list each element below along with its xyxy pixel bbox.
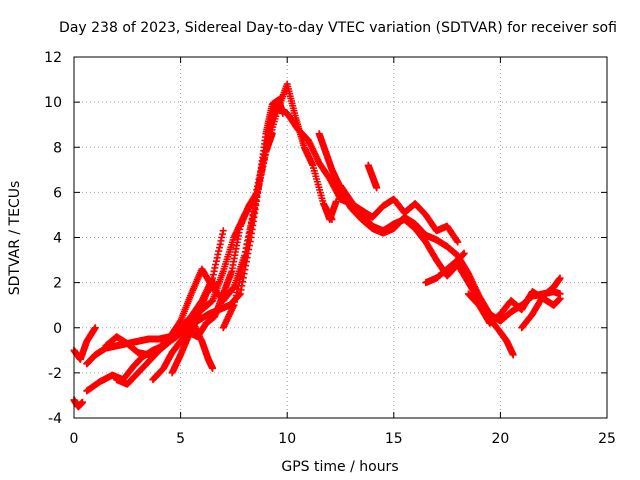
sat-trace-16 [464, 288, 564, 327]
sat-trace-12 [322, 197, 340, 223]
y-tick-label: 0 [53, 321, 62, 337]
sat-trace-13 [337, 182, 517, 359]
data-point [91, 324, 99, 332]
y-tick-label: 8 [53, 140, 62, 156]
data-point [556, 294, 564, 302]
y-tick-label: 6 [53, 185, 62, 201]
y-tick-label: -2 [48, 366, 62, 382]
data-point [460, 249, 468, 257]
x-tick-label: 15 [385, 431, 403, 447]
data-point [509, 351, 517, 359]
data-point [211, 279, 219, 287]
x-tick-label: 10 [278, 431, 296, 447]
axis-ticks: 0 5 10 15 20 25 -4 -2 0 2 4 6 8 10 12 [44, 50, 616, 447]
y-tick-label: 4 [53, 231, 62, 247]
data-point [219, 227, 227, 235]
data-point [556, 274, 564, 282]
sat-trace-15 [422, 249, 468, 287]
grid-lines [74, 57, 607, 418]
chart-title: Day 238 of 2023, Sidereal Day-to-day VTE… [59, 20, 617, 36]
x-axis-label: GPS time / hours [281, 459, 398, 475]
x-tick-label: 5 [176, 431, 185, 447]
x-tick-label: 20 [491, 431, 509, 447]
x-tick-label: 25 [598, 431, 616, 447]
data-point [332, 197, 340, 205]
y-tick-label: 12 [44, 50, 62, 66]
sat-trace-2 [70, 396, 87, 411]
data-points [70, 80, 564, 411]
y-axis-label: SDTVAR / TECUs [7, 181, 23, 296]
sat-trace-14 [364, 161, 381, 192]
y-tick-label: 10 [44, 95, 62, 111]
data-point [454, 238, 462, 246]
y-tick-label: 2 [53, 276, 62, 292]
sat-trace-9 [187, 315, 217, 372]
data-point [373, 184, 381, 192]
data-point [209, 364, 217, 372]
sat-trace-17 [518, 274, 564, 332]
data-point [79, 398, 87, 406]
plot-frame [73, 56, 608, 419]
y-tick-label: -4 [48, 411, 62, 427]
x-tick-label: 0 [70, 431, 79, 447]
